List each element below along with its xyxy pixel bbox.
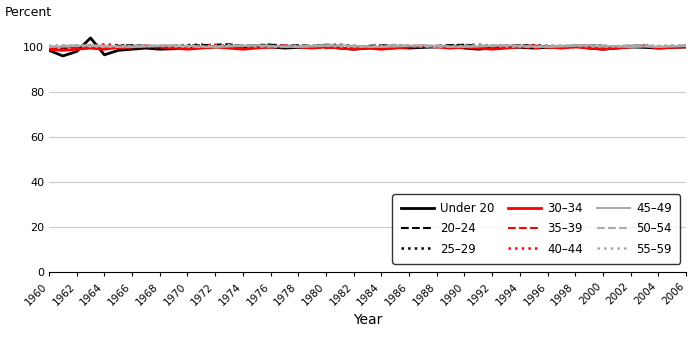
Legend: Under 20, 20–24, 25–29, 30–34, 35–39, 40–44, 45–49, 50–54, 55–59: Under 20, 20–24, 25–29, 30–34, 35–39, 40… (393, 194, 680, 264)
Text: Percent: Percent (4, 7, 52, 20)
X-axis label: Year: Year (353, 313, 382, 327)
